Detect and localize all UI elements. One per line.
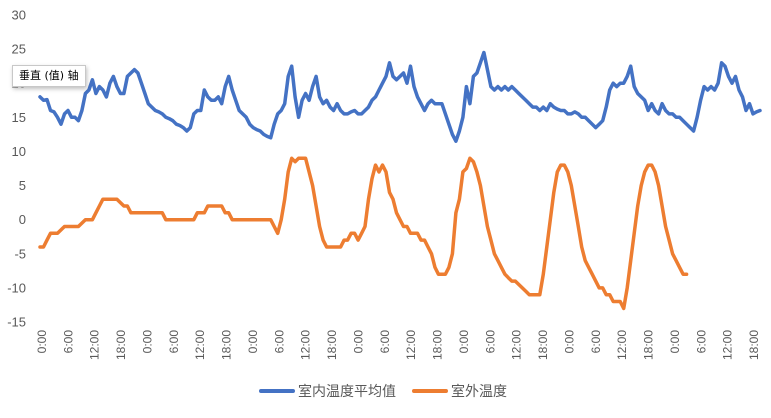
axis-tooltip: 垂直 (值) 轴 xyxy=(12,65,86,87)
series-line-indoor[interactable] xyxy=(38,50,762,143)
x-tick-label: 18:00 xyxy=(747,330,761,360)
x-tick-label: 12:00 xyxy=(88,330,102,360)
x-tick-label: 12:00 xyxy=(193,330,207,360)
x-tick-label: 6:00 xyxy=(167,330,181,354)
x-tick-label: 0:00 xyxy=(668,330,682,354)
x-tick-label: 18:00 xyxy=(536,330,550,360)
x-tick-label: 6:00 xyxy=(694,330,708,354)
x-tick-label: 0:00 xyxy=(351,330,365,354)
x-tick-label: 12:00 xyxy=(721,330,735,360)
x-tick-label: 12:00 xyxy=(404,330,418,360)
y-tick-label: 10 xyxy=(12,144,26,159)
x-tick-label: 0:00 xyxy=(35,330,49,354)
legend-label: 室外温度 xyxy=(451,383,507,399)
y-tick-label: 5 xyxy=(19,178,26,193)
y-tick-label: -15 xyxy=(7,315,26,330)
x-tick-label: 6:00 xyxy=(61,330,75,354)
x-tick-label: 0:00 xyxy=(562,330,576,354)
y-tick-label: -10 xyxy=(7,280,26,295)
y-tick-label: 25 xyxy=(12,42,26,57)
x-tick-label: 6:00 xyxy=(483,330,497,354)
x-axis: 0:00 6:00 12:00 18:00 0:00 6:00 12:00 18:00 0:00… xyxy=(35,330,761,360)
y-axis: 302520151050-5-10-15 xyxy=(7,8,26,330)
legend-item[interactable]: 室内温度平均值 xyxy=(259,383,396,399)
x-tick-label: 0:00 xyxy=(140,330,154,354)
x-tick-label: 6:00 xyxy=(378,330,392,354)
series-line-outdoor[interactable] xyxy=(38,156,689,311)
legend-item[interactable]: 室外温度 xyxy=(412,383,507,399)
y-tick-label: 0 xyxy=(19,212,26,227)
x-tick-label: 6:00 xyxy=(589,330,603,354)
x-tick-label: 12:00 xyxy=(510,330,524,360)
x-tick-label: 18:00 xyxy=(642,330,656,360)
x-tick-label: 18:00 xyxy=(431,330,445,360)
legend: 室内温度平均值 室外温度 xyxy=(259,383,507,399)
x-tick-label: 0:00 xyxy=(246,330,260,354)
x-tick-label: 18:00 xyxy=(325,330,339,360)
y-tick-label: -5 xyxy=(14,246,26,261)
x-tick-label: 0:00 xyxy=(457,330,471,354)
x-tick-label: 18:00 xyxy=(114,330,128,360)
y-tick-label: 30 xyxy=(12,8,26,23)
x-tick-label: 18:00 xyxy=(220,330,234,360)
x-tick-label: 12:00 xyxy=(299,330,313,360)
series-layer xyxy=(38,50,762,311)
y-tick-label: 15 xyxy=(12,110,26,125)
x-tick-label: 12:00 xyxy=(615,330,629,360)
x-tick-label: 6:00 xyxy=(272,330,286,354)
legend-label: 室内温度平均值 xyxy=(298,383,396,399)
